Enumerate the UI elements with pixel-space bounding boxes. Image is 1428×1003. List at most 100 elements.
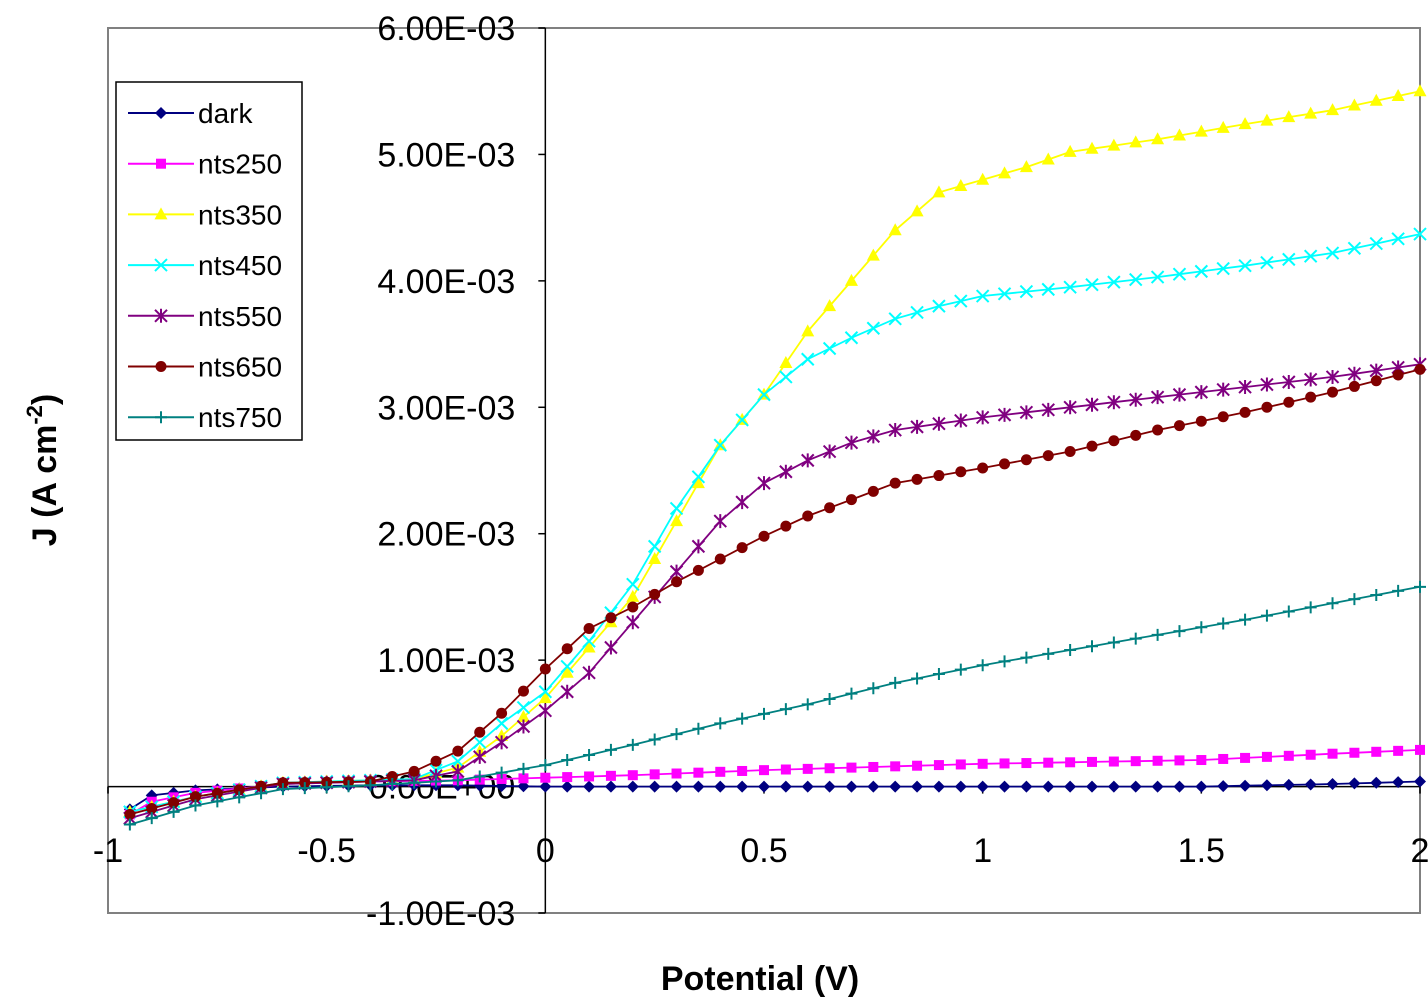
- data-point-nts550: [1238, 380, 1252, 395]
- data-point-nts750: [1282, 605, 1295, 618]
- data-point-nts250: [540, 772, 551, 783]
- data-point-nts450: [713, 438, 727, 452]
- data-point-nts550: [560, 684, 574, 699]
- legend-label: nts650: [198, 352, 282, 383]
- data-point-nts250: [977, 758, 988, 769]
- data-point-nts750: [670, 728, 683, 741]
- data-point-nts750: [604, 743, 617, 756]
- y-axis-title: J (A cm-2): [22, 394, 64, 546]
- x-axis-ticks: -1 -0.5 0 0.5 1 1.5 2: [93, 786, 1428, 870]
- x-tick-label: -0.5: [297, 832, 356, 870]
- data-point-nts450: [691, 470, 706, 484]
- data-point-nts350: [1019, 160, 1033, 173]
- y-tick-label: -1.00E-03: [366, 895, 515, 933]
- data-point-nts650: [714, 553, 726, 565]
- data-point-nts350: [1260, 113, 1274, 126]
- legend-item-nts650: nts650: [128, 352, 282, 383]
- data-point-nts350: [779, 356, 793, 369]
- data-point-nts250: [933, 760, 944, 771]
- data-point-dark: [911, 780, 924, 793]
- data-point-legend-nts450: [154, 258, 168, 272]
- x-tick-label: 0.5: [740, 832, 787, 870]
- data-point-nts750: [1392, 584, 1405, 597]
- data-point-nts250: [999, 758, 1010, 769]
- data-point-dark: [539, 780, 552, 793]
- data-point-nts650: [605, 612, 617, 624]
- data-point-dark: [976, 780, 989, 793]
- data-point-legend-nts550: [154, 308, 168, 323]
- data-point-nts650: [517, 685, 529, 697]
- data-point-nts250: [802, 763, 813, 774]
- data-point-nts650: [627, 601, 639, 613]
- data-point-nts650: [1173, 420, 1185, 432]
- data-point-nts250: [1130, 756, 1141, 767]
- data-point-nts650: [1152, 424, 1164, 436]
- data-point-nts650: [1195, 415, 1207, 427]
- series-nts750: [123, 580, 1426, 831]
- data-point-nts350: [516, 710, 530, 723]
- data-point-dark: [561, 780, 574, 793]
- data-point-nts750: [495, 766, 508, 779]
- data-point-nts350: [932, 185, 946, 198]
- data-point-nts750: [714, 717, 727, 730]
- data-point-nts650: [649, 588, 661, 600]
- data-point-nts750: [320, 781, 333, 794]
- data-point-nts250: [1108, 756, 1119, 767]
- data-point-nts750: [1348, 593, 1361, 606]
- data-point-nts250: [1087, 756, 1097, 767]
- data-point-nts250: [1218, 753, 1229, 764]
- data-point-nts550: [997, 407, 1012, 422]
- data-point-nts550: [932, 416, 946, 431]
- data-point-nts750: [408, 776, 421, 789]
- data-point-dark: [648, 780, 661, 793]
- data-point-nts450: [888, 312, 902, 326]
- data-point-nts450: [451, 754, 465, 768]
- data-point-nts650: [277, 777, 289, 789]
- data-point-nts750: [626, 738, 639, 751]
- data-point-nts650: [1261, 401, 1273, 413]
- data-point-legend-nts750: [155, 411, 167, 424]
- data-point-nts450: [516, 700, 531, 715]
- data-point-nts650: [168, 797, 180, 809]
- y-axis-title-close: ): [26, 394, 64, 405]
- legend-item-nts350: nts350: [128, 199, 282, 230]
- data-point-nts550: [1107, 395, 1121, 410]
- data-point-nts750: [1064, 644, 1077, 657]
- data-point-nts750: [1414, 580, 1426, 593]
- data-point-dark: [867, 780, 880, 793]
- data-point-nts250: [1261, 751, 1272, 762]
- data-point-nts750: [736, 712, 749, 725]
- data-point-legend-dark: [155, 107, 167, 119]
- data-point-dark: [779, 780, 792, 793]
- data-point-nts450: [757, 387, 771, 402]
- data-point-nts750: [954, 663, 967, 676]
- data-point-nts250: [584, 771, 595, 782]
- data-point-nts250: [1043, 757, 1054, 768]
- data-point-nts350: [560, 665, 574, 678]
- legend-label: nts250: [198, 149, 282, 180]
- data-point-nts650: [889, 477, 901, 489]
- data-point-nts350: [626, 589, 640, 602]
- series-layer: [123, 84, 1427, 831]
- data-point-nts550: [538, 703, 553, 718]
- data-point-nts450: [1107, 275, 1121, 289]
- legend-label: nts350: [198, 199, 282, 230]
- data-point-nts350: [1369, 93, 1383, 106]
- data-point-nts550: [1085, 397, 1099, 412]
- legend-item-nts750: nts750: [128, 402, 282, 433]
- data-point-nts650: [386, 770, 398, 782]
- legend-item-nts250: nts250: [128, 149, 282, 180]
- data-point-dark: [604, 780, 617, 793]
- data-point-nts450: [538, 685, 553, 699]
- data-point-nts750: [276, 783, 289, 796]
- data-point-nts550: [975, 410, 990, 425]
- data-point-nts750: [976, 659, 989, 672]
- data-point-nts750: [430, 775, 442, 788]
- data-point-nts250: [1327, 748, 1338, 759]
- data-point-nts450: [910, 305, 924, 320]
- data-point-nts550: [516, 719, 531, 734]
- data-point-nts350: [976, 172, 990, 185]
- data-point-nts750: [386, 778, 399, 791]
- data-point-nts550: [1325, 369, 1340, 384]
